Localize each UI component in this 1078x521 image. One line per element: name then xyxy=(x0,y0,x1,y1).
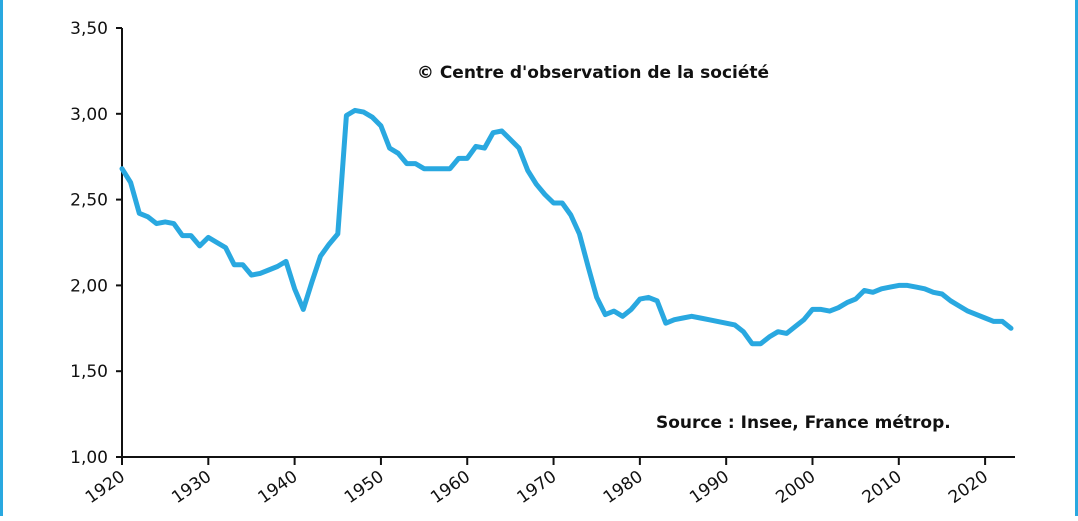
x-tick-label: 1940 xyxy=(255,467,302,508)
x-tick-label: 2010 xyxy=(859,467,906,508)
y-tick-label: 2,00 xyxy=(70,276,108,296)
y-tick-label: 2,50 xyxy=(70,191,108,211)
x-tick-label: 2020 xyxy=(945,467,992,508)
y-axis: 1,00 1,50 2,00 2,50 3,00 3,50 xyxy=(70,19,123,468)
x-tick-label: 2000 xyxy=(772,467,819,508)
source-annotation: Source : Insee, France métrop. xyxy=(656,413,951,433)
series-line xyxy=(119,107,1014,347)
x-axis: 1920 1930 1940 1950 1960 1970 1980 1990 2000 2010… xyxy=(82,456,1015,508)
y-tick-label: 3,50 xyxy=(70,19,108,39)
x-tick-label: 1960 xyxy=(427,467,474,508)
copyright-annotation: © Centre d'observation de la société xyxy=(417,63,769,83)
x-tick-label: 1930 xyxy=(168,467,215,508)
y-tick-label: 3,00 xyxy=(70,105,108,125)
y-tick-label: 1,00 xyxy=(70,448,108,468)
x-tick-label: 1920 xyxy=(82,467,129,508)
fertility-line-chart: 1,00 1,50 2,00 2,50 3,00 3,50 1920 1930 1940 195… xyxy=(70,19,1015,508)
x-tick-label: 1980 xyxy=(600,467,647,508)
y-tick-label: 1,50 xyxy=(70,362,108,382)
x-tick-label: 1950 xyxy=(341,467,388,508)
x-tick-label: 1990 xyxy=(686,467,733,508)
x-tick-label: 1970 xyxy=(514,467,561,508)
series-layer xyxy=(119,107,1014,347)
